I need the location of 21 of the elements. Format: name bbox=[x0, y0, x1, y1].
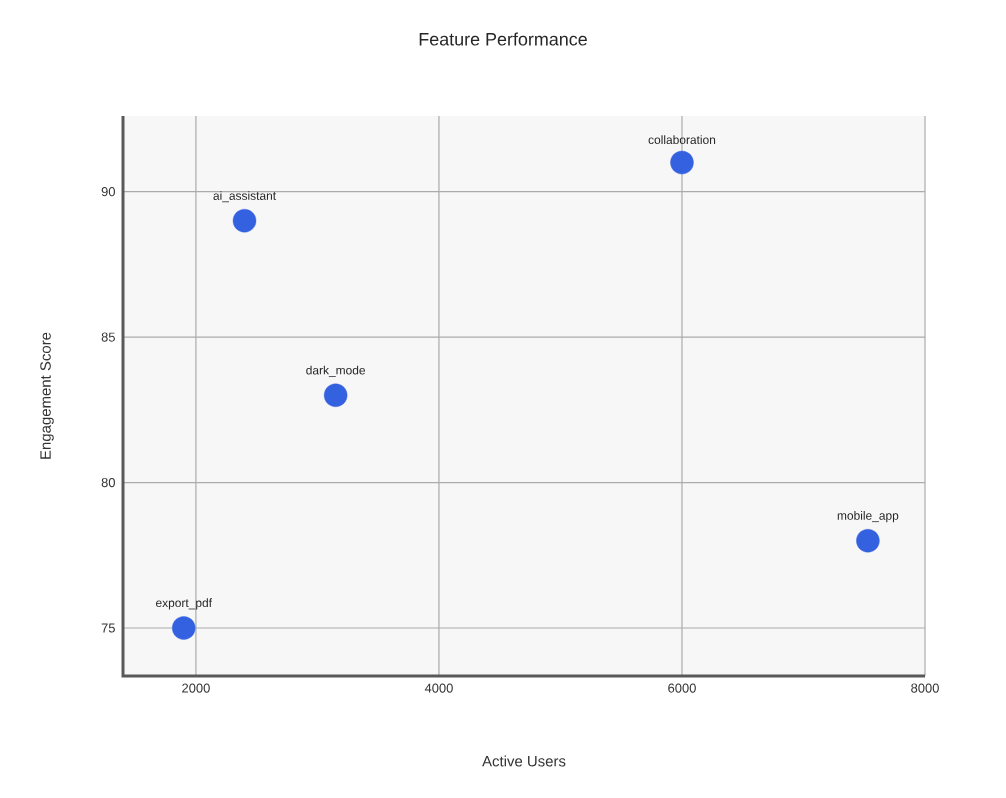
point bbox=[670, 150, 694, 175]
y-tick-label: 80 bbox=[101, 477, 115, 488]
point bbox=[172, 616, 196, 640]
x-axis-title: Active Users bbox=[482, 755, 566, 767]
x-tick-label: 8000 bbox=[911, 683, 939, 693]
annotation: mobile_app bbox=[837, 511, 899, 523]
chart-title: Feature Performance bbox=[419, 32, 587, 46]
annotation: export_pdf bbox=[156, 598, 213, 610]
y-tick-label: 85 bbox=[101, 332, 115, 342]
annotation: dark_mode bbox=[306, 365, 366, 377]
annotation: ai_assistant bbox=[213, 191, 276, 203]
point bbox=[856, 529, 880, 553]
y-tick-label: 90 bbox=[101, 187, 115, 197]
point bbox=[232, 209, 257, 233]
point bbox=[323, 383, 348, 407]
y-tick-label: 75 bbox=[101, 623, 115, 633]
x-tick-label: 6000 bbox=[668, 683, 696, 693]
annotation: collaboration bbox=[648, 135, 716, 145]
x-tick-label: 4000 bbox=[424, 683, 453, 693]
y-axis-title: Engagement Score bbox=[40, 332, 54, 459]
x-tick-label: 2000 bbox=[182, 683, 210, 693]
